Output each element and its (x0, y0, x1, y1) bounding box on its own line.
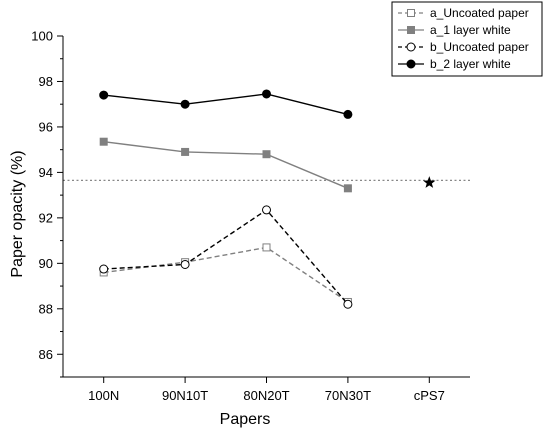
reference-star-marker (423, 176, 436, 188)
series-layer (99, 89, 353, 309)
data-point (262, 243, 271, 252)
data-point (343, 299, 353, 309)
series-line (103, 141, 349, 189)
series-line (103, 208, 349, 305)
y-axis-title: Paper opacity (%) (9, 150, 26, 277)
data-point (99, 264, 109, 274)
series-4 (99, 89, 353, 119)
series-line (103, 93, 349, 116)
legend-marker (406, 59, 416, 69)
y-tick-label: 94 (39, 165, 53, 180)
data-point (181, 147, 190, 156)
series-2 (99, 137, 352, 193)
x-tick-label: 100N (88, 388, 119, 403)
legend-label: a_1 layer white (430, 23, 511, 37)
data-point (262, 150, 271, 159)
x-tick-label: 90N10T (162, 388, 208, 403)
y-tick-label: 96 (39, 119, 53, 134)
data-point (99, 90, 109, 100)
x-tick-label: 70N30T (325, 388, 371, 403)
reference-layer (63, 176, 470, 188)
y-tick-label: 88 (39, 301, 53, 316)
y-tick-label: 86 (39, 347, 53, 362)
series-3 (99, 205, 353, 309)
legend-label: a_Uncoated paper (430, 6, 529, 20)
y-tick-label: 90 (39, 256, 53, 271)
series-1 (99, 243, 352, 306)
data-point (180, 259, 190, 269)
series-line (103, 246, 349, 303)
data-point (262, 205, 271, 215)
x-axis-title: Papers (220, 411, 271, 428)
legend-label: b_Uncoated paper (430, 40, 529, 54)
data-point (343, 109, 353, 119)
y-tick-label: 92 (39, 210, 53, 225)
data-point (180, 99, 190, 109)
y-tick-label: 100 (31, 29, 53, 44)
y-ticks: 86 88 90 92 94 96 98 100 (31, 29, 63, 378)
x-tick-label: 80N20T (243, 388, 289, 403)
y-tick-label: 98 (39, 74, 53, 89)
data-point (343, 184, 352, 193)
x-ticks: 100N 90N10T 80N20T 70N30T cPS7 (88, 377, 445, 403)
x-tick-label: cPS7 (414, 388, 445, 403)
data-point (99, 137, 108, 146)
legend: a_Uncoated paper a_1 layer white b_Uncoate… (391, 1, 543, 77)
legend-marker (407, 9, 415, 17)
legend-label: b_2 layer white (430, 57, 511, 71)
legend-marker (406, 42, 416, 52)
legend-marker (407, 26, 415, 34)
data-point (262, 89, 271, 99)
